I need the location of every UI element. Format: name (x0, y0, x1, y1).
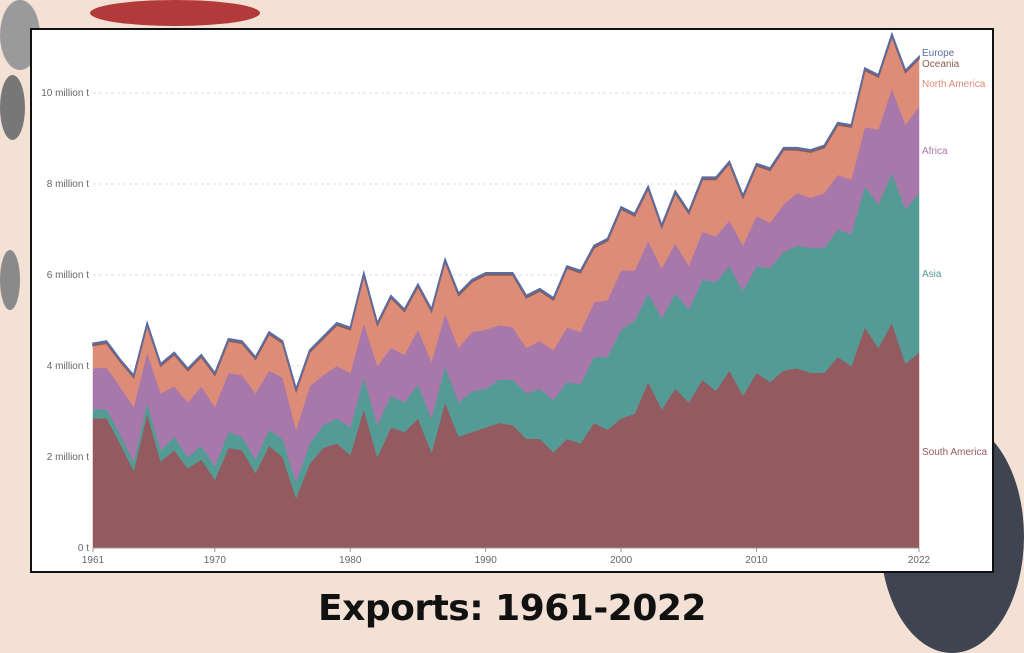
series-label-europe: Europe (922, 48, 955, 59)
x-tick-label: 1970 (204, 555, 227, 566)
x-tick-label: 2022 (908, 555, 931, 566)
y-tick-label: 8 million t (47, 179, 89, 190)
x-tick-label: 2000 (610, 555, 633, 566)
slide-title: Exports: 1961-2022 (318, 588, 706, 629)
y-tick-label: 0 t (78, 543, 89, 554)
decorative-coffee-bean (0, 250, 20, 310)
x-tick-label: 1980 (339, 555, 362, 566)
decorative-coffee-bean (0, 75, 25, 140)
series-label-oceania: Oceania (922, 59, 960, 70)
x-tick-label: 1961 (82, 555, 105, 566)
y-tick-label: 2 million t (47, 452, 89, 463)
y-tick-label: 10 million t (41, 88, 89, 99)
x-tick-label: 1990 (475, 555, 498, 566)
series-label-north-america: North America (922, 79, 986, 90)
series-label-south-america: South America (922, 447, 987, 458)
series-label-africa: Africa (922, 146, 948, 157)
y-tick-label: 6 million t (47, 270, 89, 281)
area-europe (92, 31, 920, 393)
decorative-coffee-cherries (90, 0, 260, 26)
x-tick-label: 2010 (745, 555, 768, 566)
y-tick-label: 4 million t (47, 361, 89, 372)
series-label-asia: Asia (922, 269, 942, 280)
